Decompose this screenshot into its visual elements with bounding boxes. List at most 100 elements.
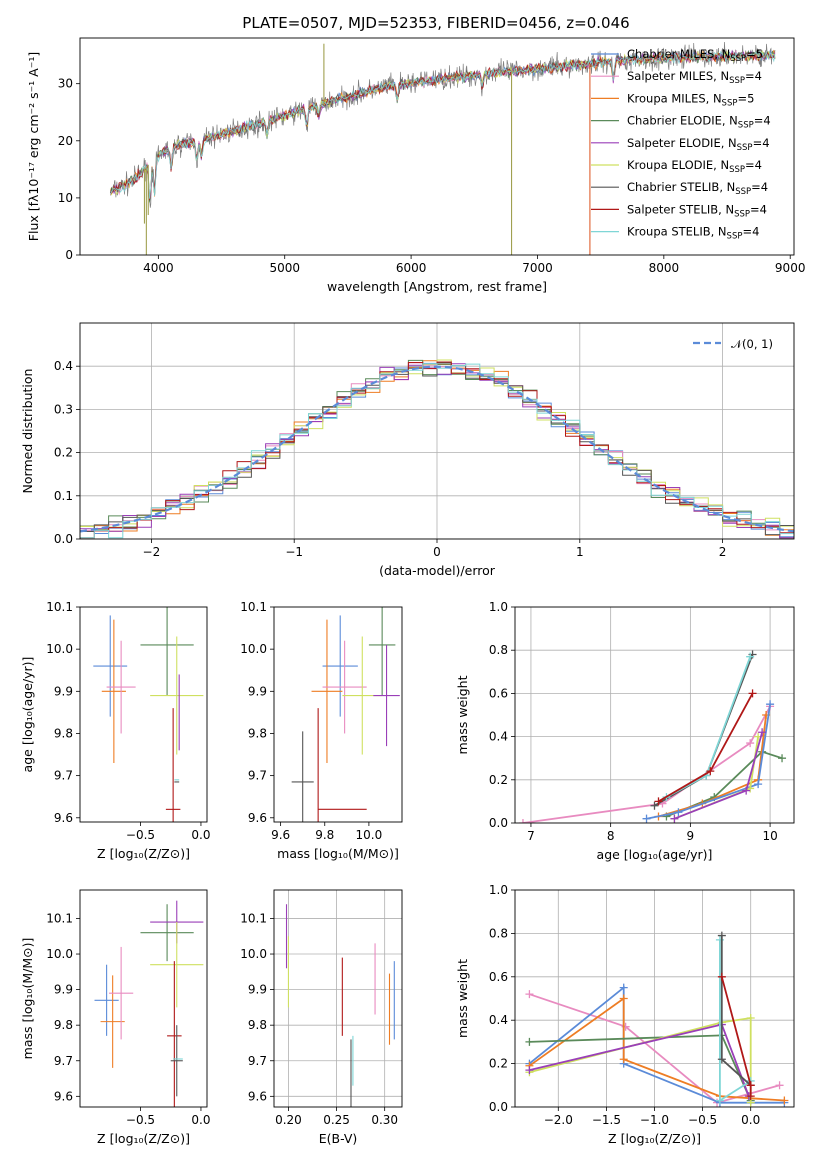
plot-area xyxy=(274,890,402,1107)
legend-entry: Salpeter ELODIE, NSSP=4 xyxy=(627,136,770,153)
x-tick-label: 4000 xyxy=(143,261,174,275)
legend-entry: Salpeter STELIB, NSSP=4 xyxy=(627,202,767,219)
y-tick-label: 9.6 xyxy=(54,1089,73,1103)
x-axis-label: Z [log₁₀(Z/Z⊙)] xyxy=(97,1131,190,1146)
weight-line xyxy=(646,704,771,820)
weight-marker xyxy=(717,972,726,981)
y-tick-label: 30 xyxy=(58,77,73,91)
x-tick-label: 0 xyxy=(433,545,441,559)
axes-frame xyxy=(79,889,208,1108)
x-axis-label: Z [log₁₀(Z/Z⊙)] xyxy=(608,1131,701,1146)
x-tick-label: −1 xyxy=(285,545,303,559)
x-tick-label: 0.30 xyxy=(371,1113,398,1127)
weight-line xyxy=(529,1016,752,1103)
weight-marker xyxy=(780,1096,789,1105)
weight-marker xyxy=(758,728,767,737)
y-tick-label: 9.8 xyxy=(54,1018,73,1032)
y-tick-label: 0.8 xyxy=(489,643,508,657)
x-tick-label: 2 xyxy=(719,545,727,559)
y-tick-label: 0.0 xyxy=(489,1100,508,1114)
x-tick-label: 8 xyxy=(607,829,615,843)
weight-marker xyxy=(754,780,763,789)
y-tick-label: 10.1 xyxy=(46,911,73,925)
y-tick-label: 10.0 xyxy=(46,947,73,961)
plot-area xyxy=(93,607,204,822)
weight-line xyxy=(528,996,785,1102)
y-tick-label: 0.0 xyxy=(489,816,508,830)
weight-marker xyxy=(746,739,755,748)
weight-line xyxy=(522,705,771,823)
x-tick-label: 0.25 xyxy=(323,1113,350,1127)
legend-entry: Chabrier STELIB, NSSP=4 xyxy=(627,180,768,197)
y-tick-label: 10.0 xyxy=(240,642,267,656)
x-tick-label: 0.0 xyxy=(191,1113,210,1127)
weight-marker xyxy=(650,801,659,810)
y-tick-label: 0.1 xyxy=(54,489,73,503)
x-tick-label: 9.8 xyxy=(315,828,334,842)
axes-frame xyxy=(273,889,403,1108)
x-tick-label: 5000 xyxy=(269,261,300,275)
weight-marker xyxy=(670,814,679,823)
weight-marker xyxy=(525,1037,534,1046)
y-tick-label: 0.3 xyxy=(54,402,73,416)
legend-entry: Chabrier ELODIE, NSSP=4 xyxy=(627,114,771,131)
y-tick-label: 9.6 xyxy=(248,1089,267,1103)
y-axis-label: Flux [fλ10⁻¹⁷ erg cm⁻² s⁻¹ A⁻¹] xyxy=(26,52,41,241)
plot-area xyxy=(94,900,204,1107)
spectrum-model-line xyxy=(109,50,776,199)
weight-marker xyxy=(717,931,726,940)
y-tick-label: 9.7 xyxy=(54,769,73,783)
plot-area xyxy=(80,323,794,539)
y-tick-label: 0.2 xyxy=(489,773,508,787)
legend-entry: 𝒩(0, 1) xyxy=(731,337,773,351)
weight-marker xyxy=(619,994,628,1003)
weight-marker xyxy=(775,1081,784,1090)
weight-marker xyxy=(654,797,663,806)
gaussian-curve xyxy=(80,365,794,533)
y-tick-label: 9.9 xyxy=(54,684,73,698)
plot-area xyxy=(291,607,400,822)
x-tick-label: −2 xyxy=(143,545,161,559)
x-tick-label: −0.5 xyxy=(688,1113,717,1127)
x-tick-label: 9 xyxy=(687,829,695,843)
x-tick-label: −1.5 xyxy=(592,1113,621,1127)
x-axis-label: wavelength [Angstrom, rest frame] xyxy=(327,279,547,294)
weight-marker xyxy=(746,1014,755,1023)
axes-frame xyxy=(79,37,795,256)
y-tick-label: 0.0 xyxy=(54,532,73,546)
axes-frame xyxy=(273,606,403,823)
spectrum-model-line xyxy=(109,49,776,201)
y-tick-label: 10.0 xyxy=(240,947,267,961)
x-tick-label: 10.0 xyxy=(356,828,383,842)
x-axis-label: (data-model)/error xyxy=(379,563,496,578)
x-tick-label: −2.0 xyxy=(544,1113,573,1127)
weight-line xyxy=(658,692,754,803)
plot-area xyxy=(515,607,794,823)
y-tick-label: 10.1 xyxy=(240,600,267,614)
axes-frame xyxy=(79,606,208,823)
panel-mass_vs_Z: −0.5 0.0 9.6 9.7 9.8 9.9 10.0 10.1 Z [log₁₀(Z/Z⊙… xyxy=(20,889,210,1146)
panel-age_vs_mass: 9.6 9.8 10.0 9.6 9.7 9.8 9.9 10.0 10.1 mass [log₁… xyxy=(240,600,403,861)
x-tick-label: 1 xyxy=(576,545,584,559)
y-tick-label: 9.8 xyxy=(54,726,73,740)
weight-marker xyxy=(778,754,787,763)
x-tick-label: −0.5 xyxy=(126,1113,155,1127)
weight-line xyxy=(529,1034,752,1101)
panel-weight_vs_age: 7 8 9 10 0.0 0.2 0.4 0.6 0.8 1.0 age [log₁₀(age/yr… xyxy=(455,600,795,862)
y-tick-label: 9.7 xyxy=(248,769,267,783)
weight-marker xyxy=(642,814,651,823)
y-tick-label: 0.4 xyxy=(54,359,73,373)
weight-marker xyxy=(746,1092,755,1101)
weight-line xyxy=(658,714,767,818)
x-tick-label: 0.0 xyxy=(741,1113,760,1127)
weight-marker xyxy=(715,935,724,944)
y-tick-label: 9.7 xyxy=(248,1054,267,1068)
panel-residuals: −2 −1 0 1 2 0.0 0.1 0.2 0.3 0.4 (data-model)/error… xyxy=(20,322,795,578)
y-tick-label: 10.1 xyxy=(46,600,73,614)
x-axis-label: mass [log₁₀(M/M⊙)] xyxy=(277,846,399,861)
y-tick-label: 10.0 xyxy=(46,642,73,656)
weight-marker xyxy=(674,808,683,817)
y-tick-label: 0.8 xyxy=(489,926,508,940)
y-axis-label: Normed distribution xyxy=(20,369,35,494)
weight-marker xyxy=(746,652,755,661)
